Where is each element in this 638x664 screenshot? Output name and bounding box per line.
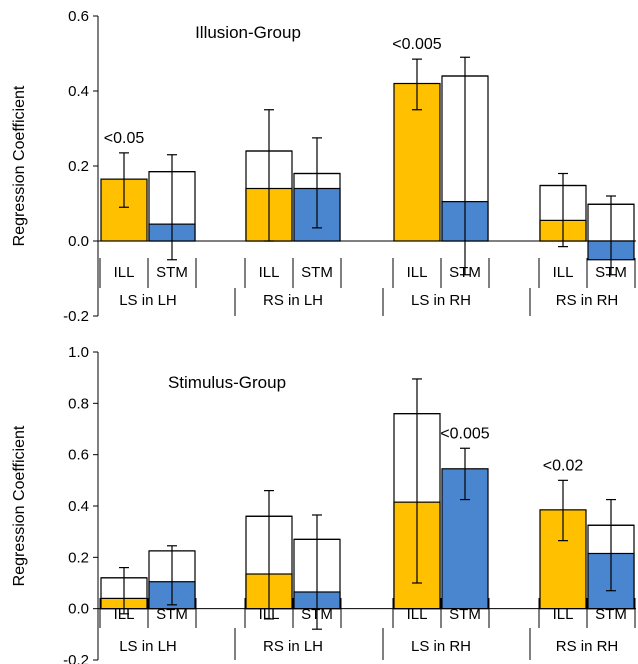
y-tick-label: -0.2 (63, 652, 89, 664)
y-tick-label: 0.8 (68, 395, 89, 412)
p-value-annotation: <0.005 (392, 36, 441, 53)
category-label-stm: STM (595, 264, 627, 281)
y-tick-label: 0.0 (68, 233, 89, 250)
p-value-annotation: <0.02 (543, 457, 584, 474)
y-tick-label: 0.4 (68, 83, 89, 100)
category-label-ill: ILL (114, 606, 135, 623)
category-label-ill: ILL (259, 606, 280, 623)
y-tick-label: -0.2 (63, 308, 89, 325)
p-value-annotation: <0.005 (440, 425, 489, 442)
y-axis-label: Regression Coefficient (11, 425, 28, 586)
y-tick-label: 1.0 (68, 344, 89, 361)
group-label: RS in RH (556, 638, 619, 655)
group-label: RS in RH (556, 292, 619, 309)
category-label-ill: ILL (407, 606, 428, 623)
panel-stimulus-group: -0.2 0.0 0.2 0.4 0.6 0.8 1.0 Regression Coeffic… (11, 344, 636, 664)
category-label-stm: STM (301, 264, 333, 281)
group-label: RS in LH (263, 292, 323, 309)
category-label-stm: STM (301, 606, 333, 623)
y-tick-label: 0.6 (68, 8, 89, 25)
group-label: LS in RH (411, 638, 471, 655)
y-axis-label: Regression Coefficient (11, 85, 28, 246)
y-tick-label: 0.6 (68, 447, 89, 464)
category-label-ill: ILL (553, 606, 574, 623)
panel-illusion-group: -0.2 0.0 0.2 0.4 0.6 Regression Coefficient Il… (11, 8, 636, 325)
category-label-ill: ILL (114, 264, 135, 281)
group-label: LS in LH (119, 292, 177, 309)
chart-title: Illusion-Group (195, 23, 301, 42)
y-tick-label: 0.2 (68, 549, 89, 566)
chart-title: Stimulus-Group (168, 373, 286, 392)
category-label-stm: STM (156, 606, 188, 623)
p-value-annotation: <0.05 (104, 130, 145, 147)
category-label-stm: STM (449, 606, 481, 623)
category-label-ill: ILL (259, 264, 280, 281)
y-tick-label: 0.0 (68, 601, 89, 618)
y-tick-label: 0.4 (68, 498, 89, 515)
category-label-stm: STM (449, 264, 481, 281)
category-label-stm: STM (156, 264, 188, 281)
group-label: RS in LH (263, 638, 323, 655)
group-label: LS in RH (411, 292, 471, 309)
y-tick-label: 0.2 (68, 158, 89, 175)
category-label-ill: ILL (407, 264, 428, 281)
group-label: LS in LH (119, 638, 177, 655)
category-label-stm: STM (595, 606, 627, 623)
category-label-ill: ILL (553, 264, 574, 281)
